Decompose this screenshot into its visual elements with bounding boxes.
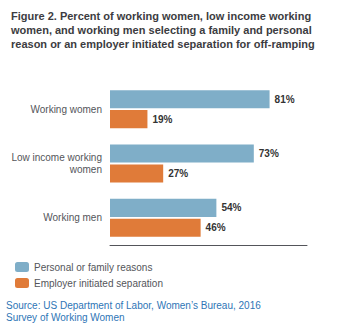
svg-text:81%: 81% (275, 94, 295, 105)
svg-text:46%: 46% (206, 222, 226, 233)
svg-text:Employer initiated separation: Employer initiated separation (34, 278, 163, 289)
svg-text:Low income working: Low income working (11, 152, 102, 163)
svg-text:19%: 19% (152, 114, 172, 125)
svg-text:27%: 27% (168, 168, 188, 179)
svg-text:reason or an employer initiate: reason or an employer initiated separati… (11, 38, 315, 50)
svg-text:Survey of Working Women: Survey of Working Women (6, 312, 125, 323)
svg-text:Figure 2. Percent of working w: Figure 2. Percent of working women, low … (11, 10, 314, 22)
svg-text:women, and working men selecti: women, and working men selecting a famil… (10, 24, 315, 36)
svg-text:Working women: Working women (30, 104, 102, 115)
svg-text:Personal or family reasons: Personal or family reasons (34, 262, 152, 273)
svg-text:Working men: Working men (43, 212, 102, 223)
svg-text:women: women (69, 164, 102, 175)
svg-text:Source: US Department of Labor: Source: US Department of Labor, Women’s … (6, 300, 261, 311)
svg-text:73%: 73% (259, 148, 279, 159)
svg-text:54%: 54% (221, 202, 241, 213)
